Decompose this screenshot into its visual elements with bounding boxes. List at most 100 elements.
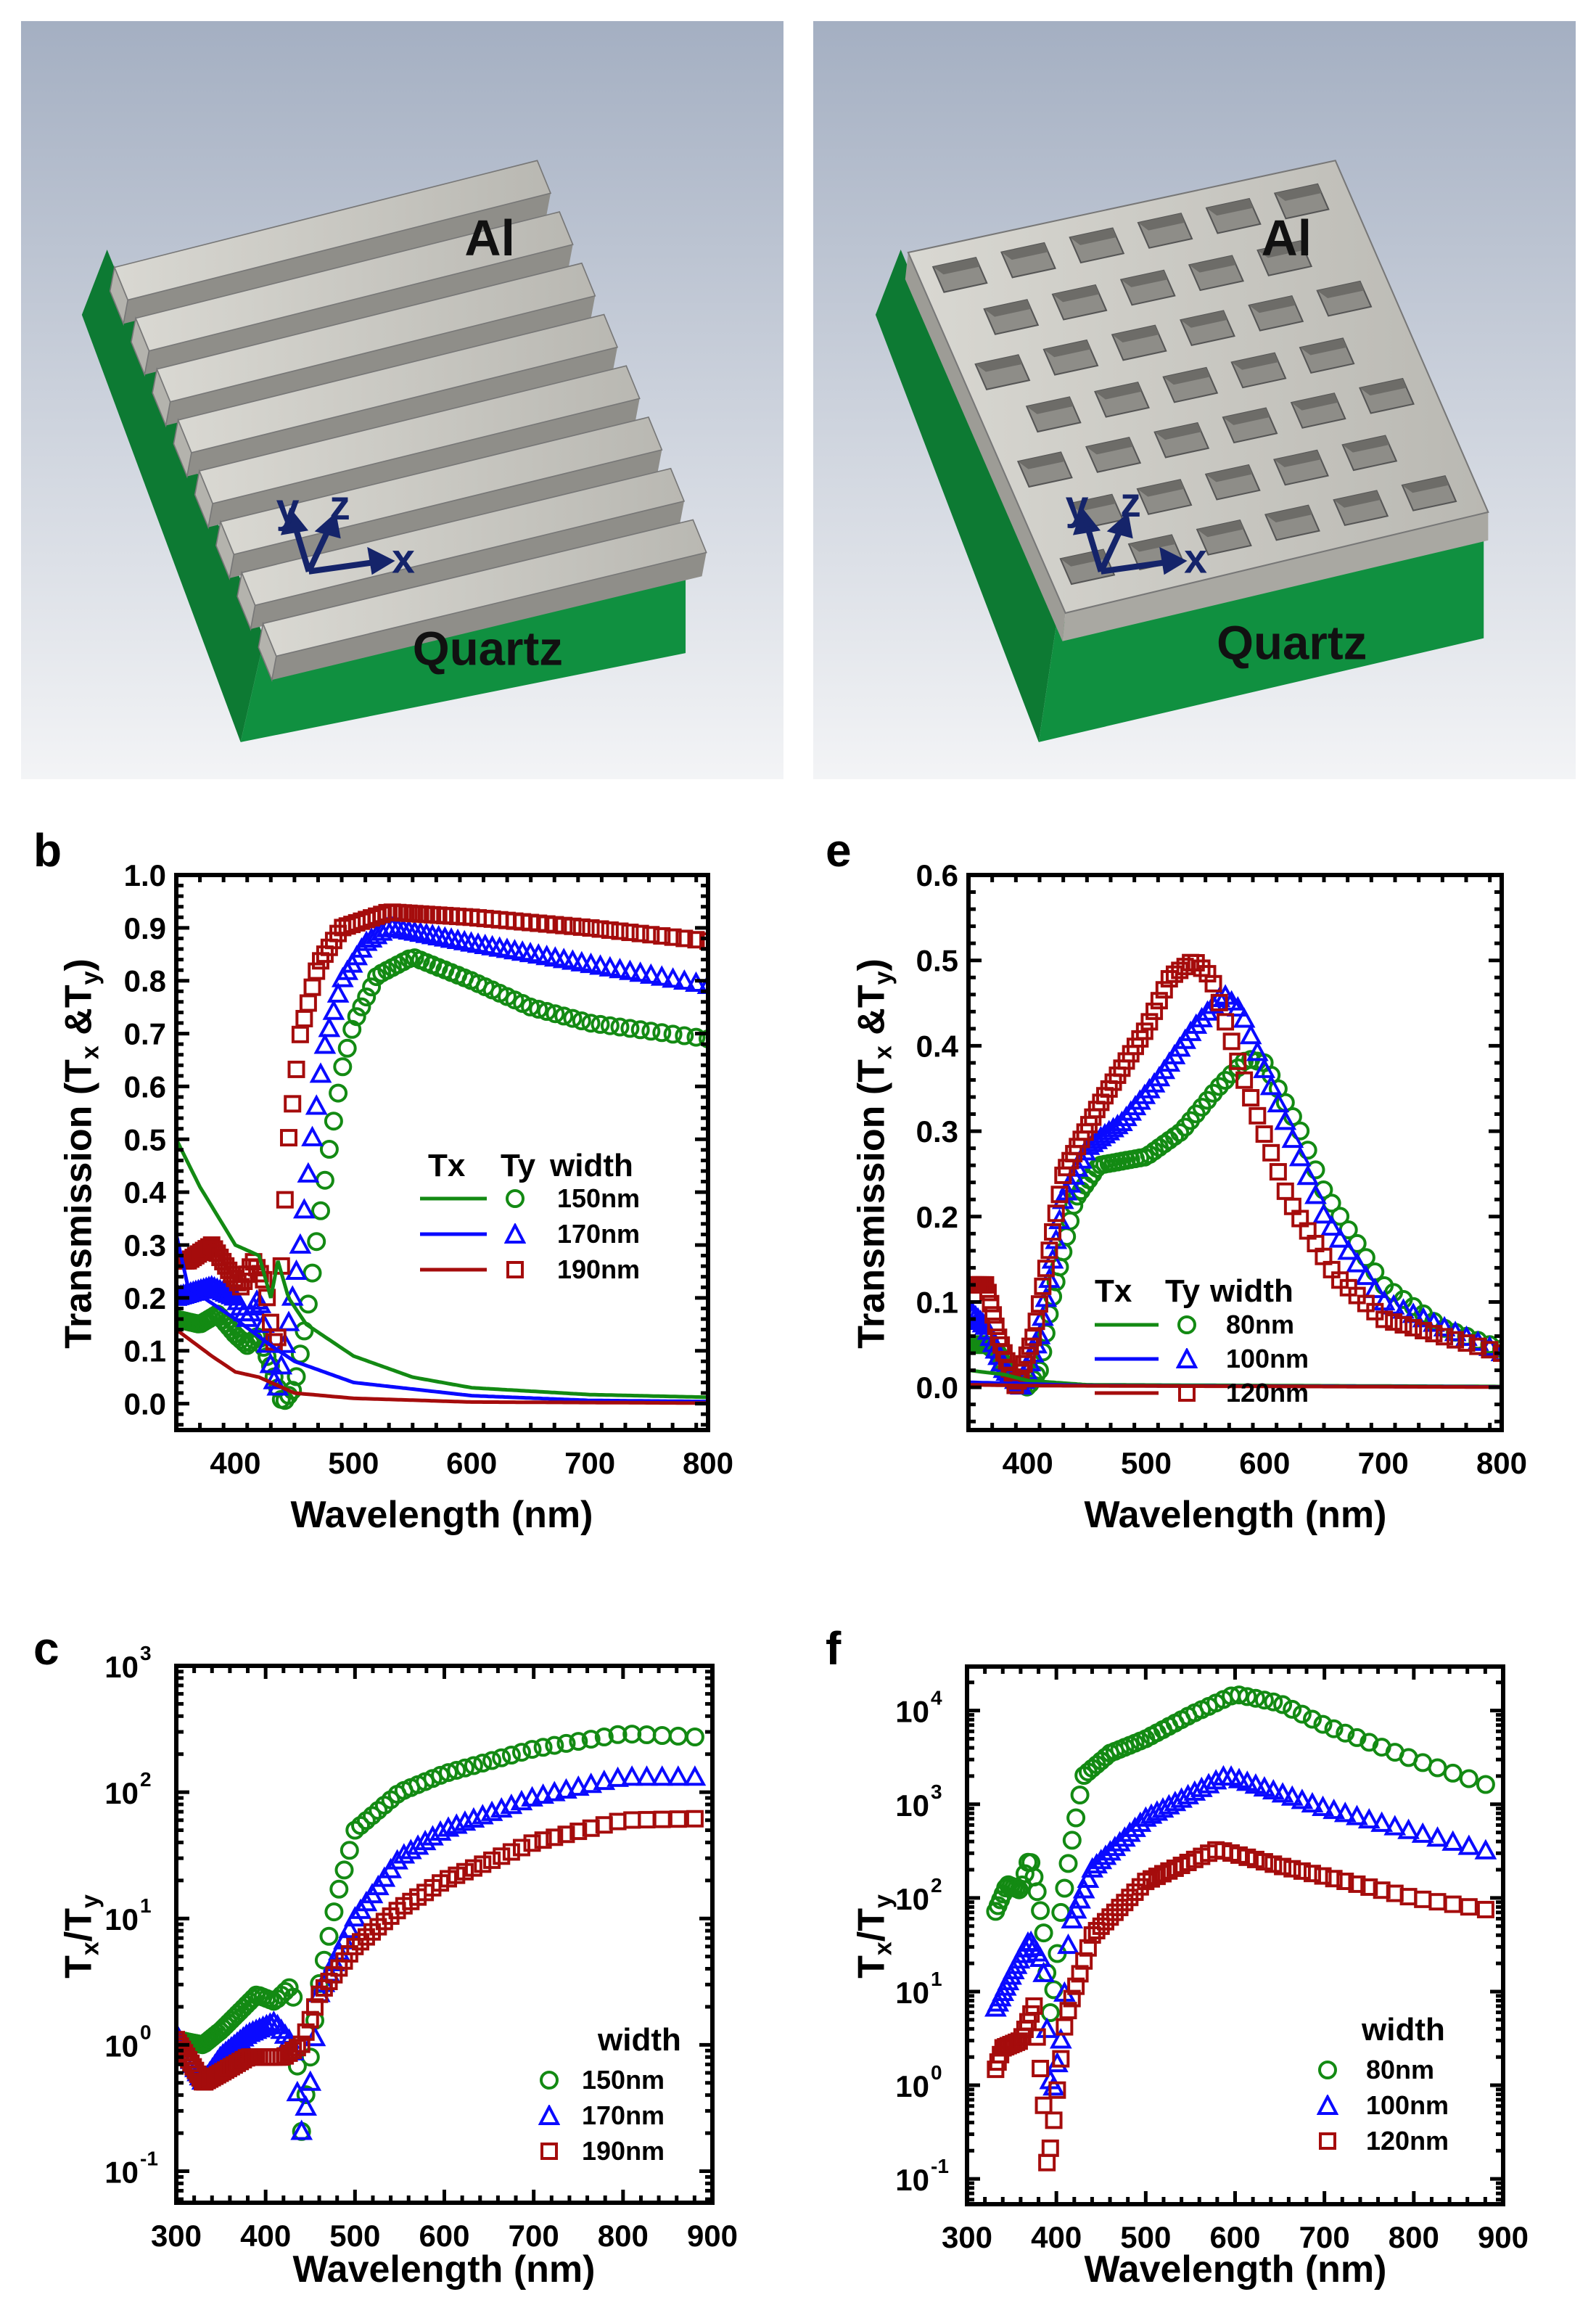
data-point-square (1126, 1883, 1144, 1902)
data-point-circle (319, 1140, 339, 1159)
data-point-square (291, 1025, 309, 1043)
data-point-triangle (1354, 1264, 1378, 1286)
data-point-triangle (277, 1310, 300, 1331)
y-tick-label: 1.0 (124, 858, 166, 892)
data-point-circle (685, 1728, 704, 1746)
data-point-circle (324, 1112, 343, 1131)
hole-wall (1265, 505, 1312, 522)
data-point-square (346, 1937, 364, 1955)
plot-area (984, 1685, 1497, 2172)
data-point-square (1210, 993, 1228, 1011)
legend-circle-icon (1177, 1315, 1196, 1334)
legend-head-width: width (550, 1148, 633, 1183)
hole-wall (1342, 435, 1389, 453)
data-point-circle (652, 1023, 672, 1043)
data-point-square (987, 1318, 1005, 1336)
data-point-square (1025, 1997, 1043, 2015)
data-point-square (1150, 992, 1168, 1010)
data-point-triangle (1077, 1867, 1100, 1889)
data-point-circle (333, 1057, 353, 1077)
data-point-square (699, 932, 708, 950)
hole-wall (975, 355, 1023, 372)
legend-triangle-icon (504, 1223, 526, 1244)
data-point-triangle (297, 1162, 320, 1183)
data-point-square (1249, 1106, 1267, 1125)
bar-side-face (229, 449, 662, 578)
tick-exponent: -1 (140, 2147, 158, 2169)
data-point-triangle (286, 2080, 309, 2102)
data-point-triangle (421, 1825, 444, 1846)
data-point-triangle (589, 954, 612, 975)
data-point-square (1415, 1321, 1433, 1339)
data-point-square (1045, 2111, 1063, 2129)
legend-square-icon (540, 2143, 558, 2160)
bar-side-face (271, 552, 707, 681)
data-point-circle (1066, 1808, 1086, 1828)
y-tick-label: 0.1 (916, 1285, 958, 1319)
hole-wall (1206, 199, 1254, 216)
data-point-square (1447, 1331, 1465, 1349)
y-tick-label: 0.4 (916, 1029, 959, 1063)
axis-label-z: z (329, 482, 350, 529)
bar-top-face (113, 160, 552, 301)
quartz-left-face (81, 249, 265, 742)
data-point-triangle (650, 965, 673, 986)
data-point-circle (1062, 1831, 1082, 1850)
panel-letter-c: c (33, 1622, 59, 1675)
data-point-circle (533, 1738, 553, 1757)
data-point-triangle (1280, 1785, 1304, 1806)
data-point-circle (1303, 1709, 1322, 1729)
hole-wall (1112, 325, 1159, 342)
tick-exponent: 2 (931, 1874, 942, 1897)
x-tick-label: 400 (240, 2219, 291, 2253)
ylabel-text: /T (57, 1908, 100, 1942)
tick-base: 10 (895, 2069, 929, 2103)
data-point-square (1176, 958, 1194, 976)
data-point-square (1041, 2139, 1059, 2157)
data-point-triangle (567, 1775, 590, 1796)
legend-label: 100nm (1366, 2090, 1449, 2120)
data-point-square (297, 2023, 315, 2041)
x-tick-label: 600 (446, 1446, 497, 1480)
data-point-square (1079, 1939, 1097, 1957)
legend-triangle-icon (1176, 1348, 1198, 1368)
data-point-circle (641, 1022, 661, 1041)
data-point-square (1436, 1328, 1454, 1346)
data-point-triangle (1032, 1961, 1055, 1982)
y-tick-label: 0.8 (124, 964, 166, 998)
data-point-circle (1027, 1882, 1047, 1902)
data-point-triangle (1363, 1277, 1386, 1299)
data-point-circle (652, 1726, 672, 1745)
y-tick-label: 0.5 (124, 1122, 166, 1157)
legend-triangle-icon (538, 2105, 560, 2125)
data-point-square (1314, 1867, 1332, 1885)
tick-base: 10 (104, 1902, 139, 1936)
hole-wall (1249, 296, 1296, 313)
series-Ty-150nm (176, 948, 708, 1410)
data-point-circle (296, 2085, 316, 2105)
tick-base: 10 (104, 2029, 139, 2063)
hole-wall (933, 258, 980, 275)
data-point-triangle (1346, 1252, 1369, 1273)
data-point-circle (563, 1008, 583, 1028)
data-point-triangle (1246, 1040, 1269, 1061)
data-point-square (287, 1060, 305, 1078)
data-point-triangle (598, 956, 622, 977)
metal-label: Al (464, 210, 515, 266)
data-point-triangle (1312, 1203, 1335, 1224)
data-point-triangle (1337, 1239, 1360, 1260)
hole-wall (1138, 213, 1185, 231)
data-point-triangle (593, 1769, 616, 1791)
hole-wall (1333, 490, 1381, 508)
tick-base: 10 (104, 2155, 139, 2189)
legend-line-blue (1095, 1357, 1159, 1361)
data-point-square (1063, 1989, 1081, 2008)
hole-wall (1069, 494, 1116, 512)
data-point-square (1137, 1873, 1155, 1891)
hole-wall (1163, 367, 1210, 385)
data-point-square (546, 1828, 564, 1846)
data-point-square (305, 1998, 324, 2016)
data-point-circle (501, 1746, 521, 1765)
hole-wall (1300, 338, 1347, 356)
